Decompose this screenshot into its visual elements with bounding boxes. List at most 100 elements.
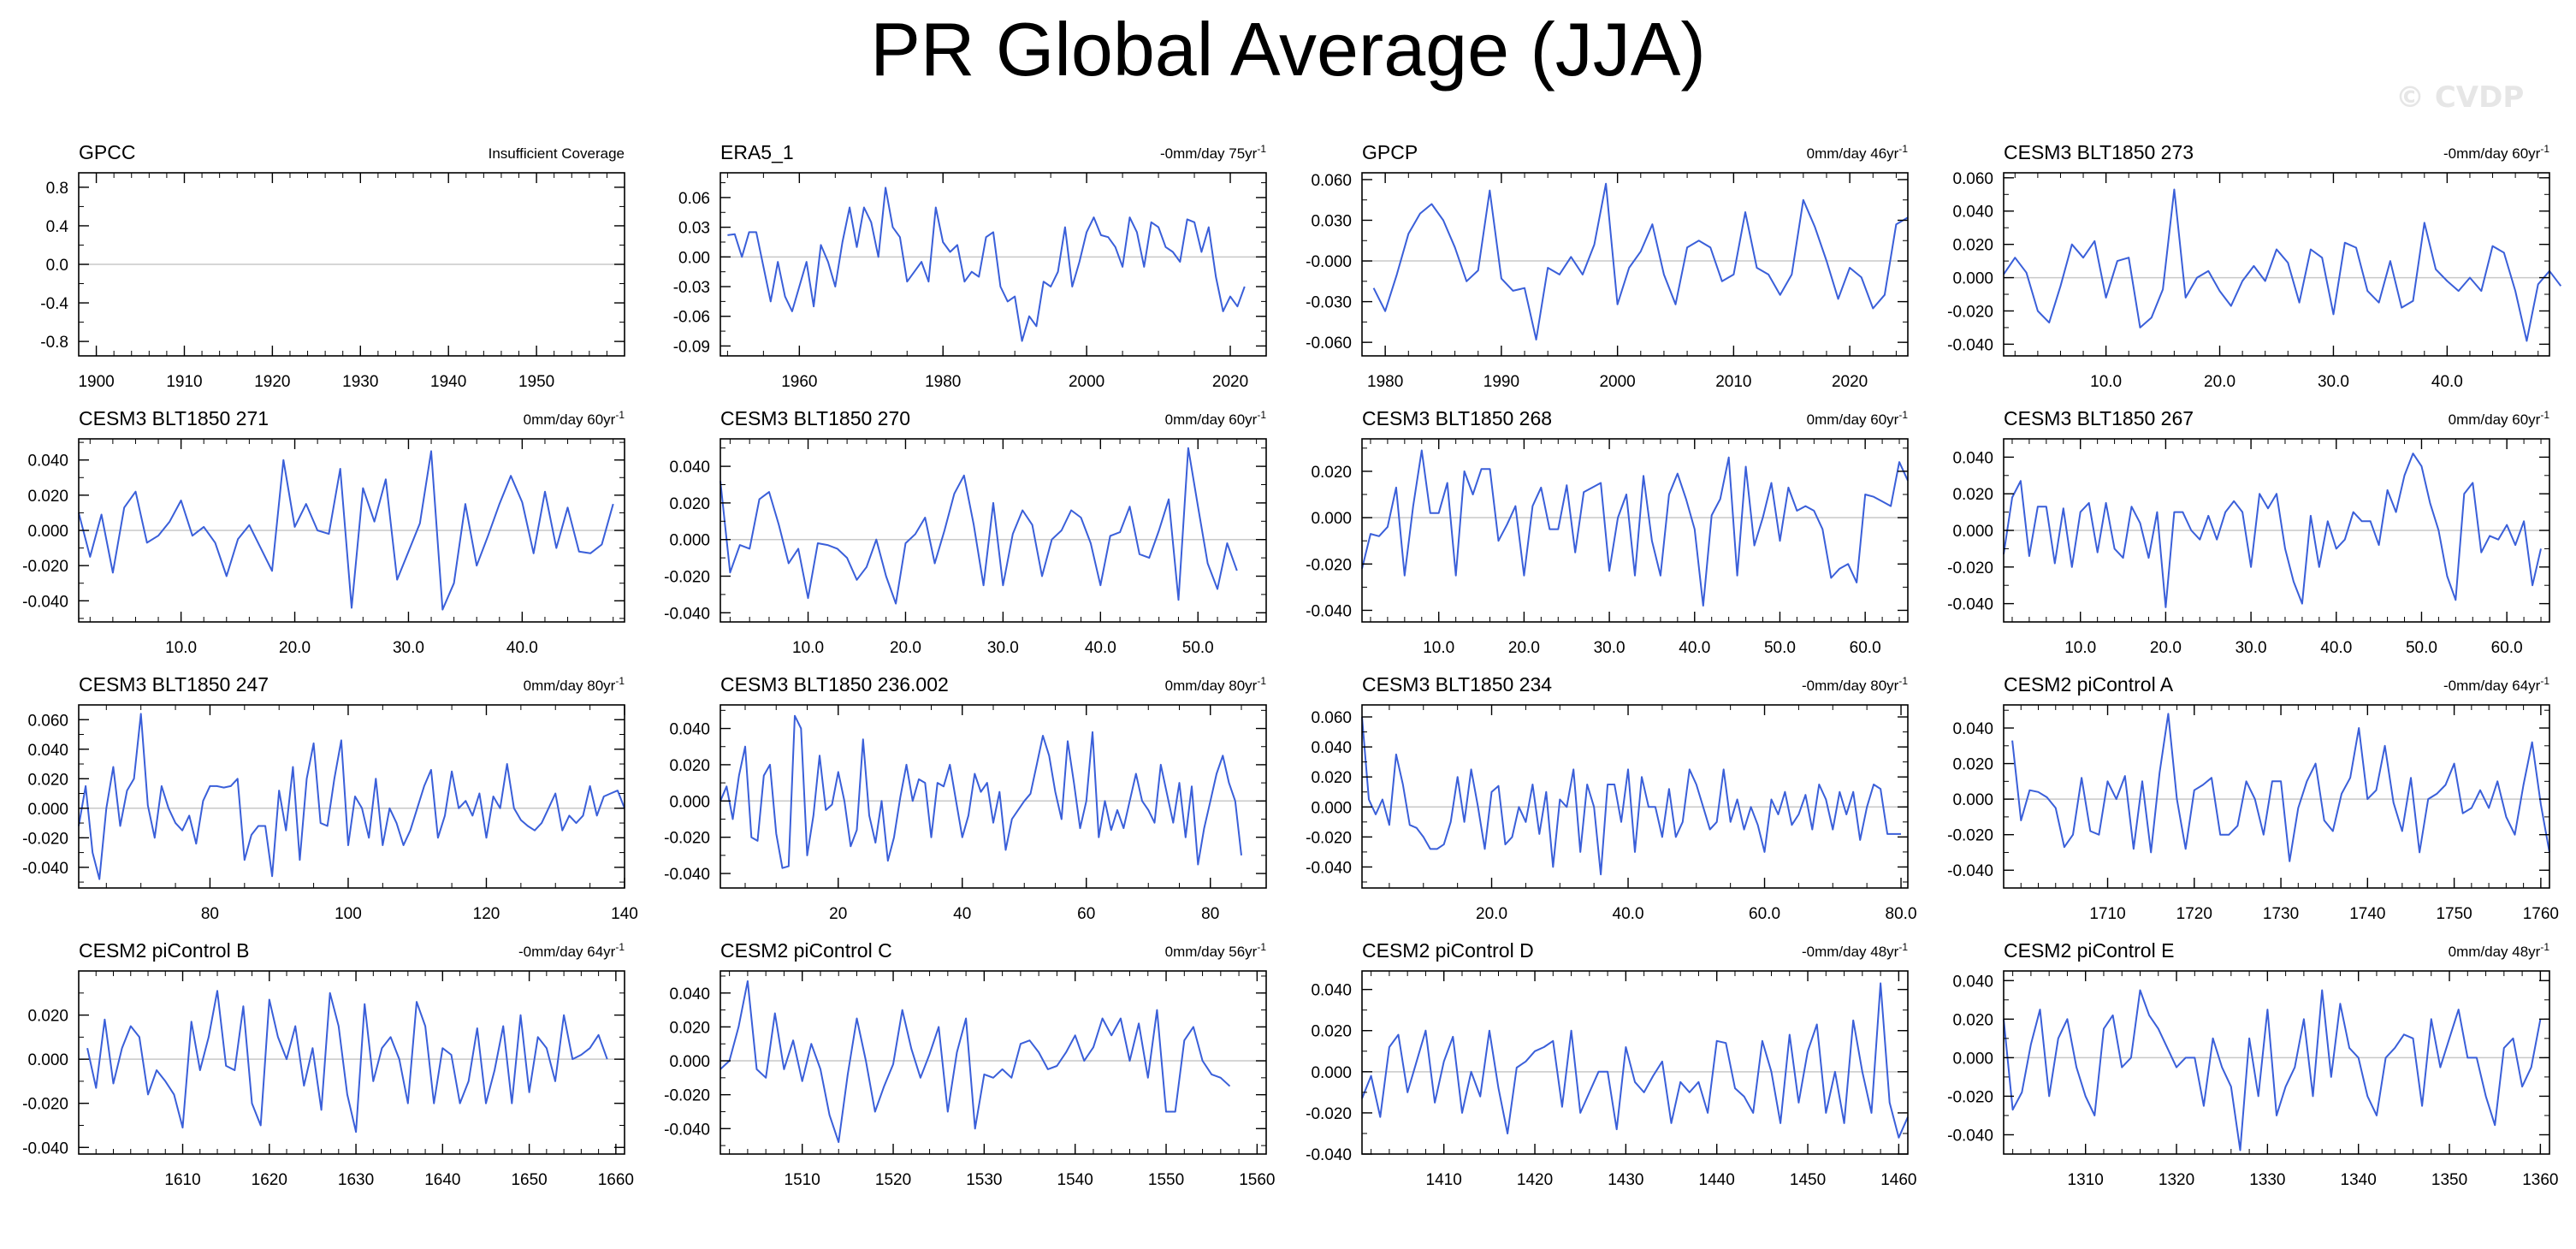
- series-line: [86, 990, 608, 1134]
- trend-label: 0mm/day 80yr-1: [1165, 675, 1267, 694]
- x-tick-label: 1660: [598, 1171, 634, 1189]
- y-tick-label: 0.060: [1311, 709, 1352, 727]
- panel-title: GPCP: [1362, 141, 1418, 163]
- x-tick-label: 1730: [2263, 905, 2299, 923]
- y-tick-label: -0.040: [664, 605, 710, 623]
- chart-panel: CESM3 BLT1850 268 0mm/day 60yr-1 10.0 20.0 3…: [1306, 407, 1909, 657]
- trend-label: -0mm/day 75yr-1: [1160, 143, 1266, 162]
- y-tick-label: -0.040: [1947, 596, 1993, 614]
- trend-exponent: -1: [2540, 941, 2549, 953]
- x-tick-label: 20.0: [1508, 639, 1540, 657]
- plot-frame: [78, 704, 625, 889]
- x-tick-label: 40.0: [1085, 639, 1116, 657]
- y-tick-label: -0.020: [664, 569, 710, 587]
- panel-title: CESM2 piControl D: [1362, 939, 1534, 962]
- series-line: [720, 980, 1231, 1144]
- y-tick-label: -0.09: [673, 338, 710, 356]
- y-tick-label: -0.020: [22, 558, 68, 576]
- series-line: [1372, 182, 1909, 340]
- x-tick-label: 30.0: [393, 639, 424, 657]
- x-tick-label: 80: [1201, 905, 1219, 923]
- y-tick-label: 0.000: [1311, 1064, 1352, 1082]
- panel-title: CESM2 piControl C: [720, 939, 892, 962]
- x-tick-label: 50.0: [2406, 639, 2437, 657]
- x-tick-label: 1560: [1239, 1171, 1275, 1189]
- plot-frame: [1361, 438, 1909, 623]
- x-tick-label: 60.0: [2491, 639, 2523, 657]
- x-tick-label: 1900: [78, 373, 114, 391]
- y-tick-label: 0.020: [1952, 756, 1993, 774]
- x-tick-label: 80.0: [1886, 905, 1917, 923]
- x-tick-label: 30.0: [1594, 639, 1626, 657]
- trend-label: 0mm/day 60yr-1: [524, 409, 625, 428]
- panel-title: CESM2 piControl E: [2004, 939, 2174, 962]
- y-tick-label: 0.4: [46, 218, 69, 236]
- trend-exponent: -1: [1898, 675, 1908, 687]
- x-tick-label: 1720: [2176, 905, 2212, 923]
- trend-exponent: -1: [1257, 675, 1266, 687]
- y-tick-label: 0.00: [678, 249, 710, 267]
- trend-label: -0mm/day 60yr-1: [2443, 143, 2549, 162]
- y-tick-label: -0.8: [40, 334, 68, 352]
- y-tick-label: 0.040: [669, 986, 710, 1003]
- trend-exponent: -1: [615, 941, 625, 953]
- panel-title: CESM3 BLT1850 236.002: [720, 673, 949, 696]
- x-tick-label: 1630: [338, 1171, 374, 1189]
- y-tick-label: 0.030: [1311, 212, 1352, 230]
- y-tick-label: 0.040: [1952, 204, 1993, 222]
- x-tick-label: 10.0: [2090, 373, 2122, 391]
- trend-exponent: -1: [1898, 143, 1908, 155]
- chart-panel: CESM2 piControl E 0mm/day 48yr-1 1310 1320 1…: [1947, 939, 2558, 1189]
- trend-label: 0mm/day 80yr-1: [524, 675, 625, 694]
- y-tick-label: -0.030: [1306, 294, 1352, 312]
- series-line: [2003, 188, 2562, 342]
- y-tick-label: 0.0: [46, 257, 68, 275]
- y-tick-label: -0.020: [1947, 303, 1993, 321]
- trend-exponent: -1: [1257, 409, 1266, 421]
- x-tick-label: 1410: [1426, 1171, 1462, 1189]
- chart-panel: GPCP 0mm/day 46yr-1 1980 1990 2000 2010 2020 -0…: [1306, 141, 1909, 391]
- x-tick-label: 2020: [1832, 373, 1868, 391]
- y-tick-label: 0.000: [1311, 510, 1352, 528]
- trend-exponent: -1: [615, 409, 625, 421]
- y-tick-label: -0.06: [673, 309, 710, 327]
- x-tick-label: 40.0: [2320, 639, 2352, 657]
- x-tick-label: 1640: [424, 1171, 460, 1189]
- x-tick-label: 10.0: [165, 639, 197, 657]
- plot-frame: [720, 438, 1267, 623]
- chart-panel: CESM2 piControl B -0mm/day 64yr-1 1610 1620…: [22, 939, 634, 1189]
- x-tick-label: 1550: [1148, 1171, 1184, 1189]
- panel-title: CESM3 BLT1850 247: [79, 673, 269, 696]
- x-tick-label: 1980: [1367, 373, 1403, 391]
- chart-panel: CESM2 piControl D -0mm/day 48yr-1 1410 1420…: [1306, 939, 1916, 1189]
- y-tick-label: 0.040: [1952, 973, 1993, 991]
- x-tick-label: 1510: [785, 1171, 820, 1189]
- y-tick-label: 0.060: [1952, 170, 1993, 188]
- x-tick-label: 30.0: [2318, 373, 2349, 391]
- y-tick-label: 0.020: [1311, 1023, 1352, 1041]
- x-tick-label: 30.0: [2235, 639, 2267, 657]
- plot-frame: [2003, 970, 2550, 1155]
- panel-title: CESM3 BLT1850 271: [79, 407, 269, 429]
- y-tick-label: 0.020: [669, 757, 710, 775]
- x-tick-label: 20.0: [2150, 639, 2182, 657]
- series-line: [78, 450, 614, 611]
- y-tick-label: -0.040: [1947, 336, 1993, 354]
- series-line: [2003, 453, 2542, 608]
- y-tick-label: -0.020: [664, 1087, 710, 1105]
- x-tick-label: 60: [1077, 905, 1095, 923]
- y-tick-label: -0.040: [22, 1139, 68, 1157]
- x-tick-label: 1340: [2341, 1171, 2377, 1189]
- trend-label: -0mm/day 64yr-1: [2443, 675, 2549, 694]
- series-line: [720, 447, 1238, 605]
- y-tick-label: 0.000: [27, 801, 68, 819]
- x-tick-label: 80: [201, 905, 219, 923]
- x-tick-label: 1650: [511, 1171, 547, 1189]
- x-tick-label: 1330: [2249, 1171, 2285, 1189]
- y-tick-label: -0.040: [22, 593, 68, 611]
- x-tick-label: 10.0: [792, 639, 824, 657]
- figure-title: PR Global Average (JJA): [870, 7, 1706, 92]
- panel-title: CESM3 BLT1850 267: [2004, 407, 2194, 429]
- x-tick-label: 60.0: [1850, 639, 1881, 657]
- y-tick-label: -0.020: [1306, 829, 1352, 847]
